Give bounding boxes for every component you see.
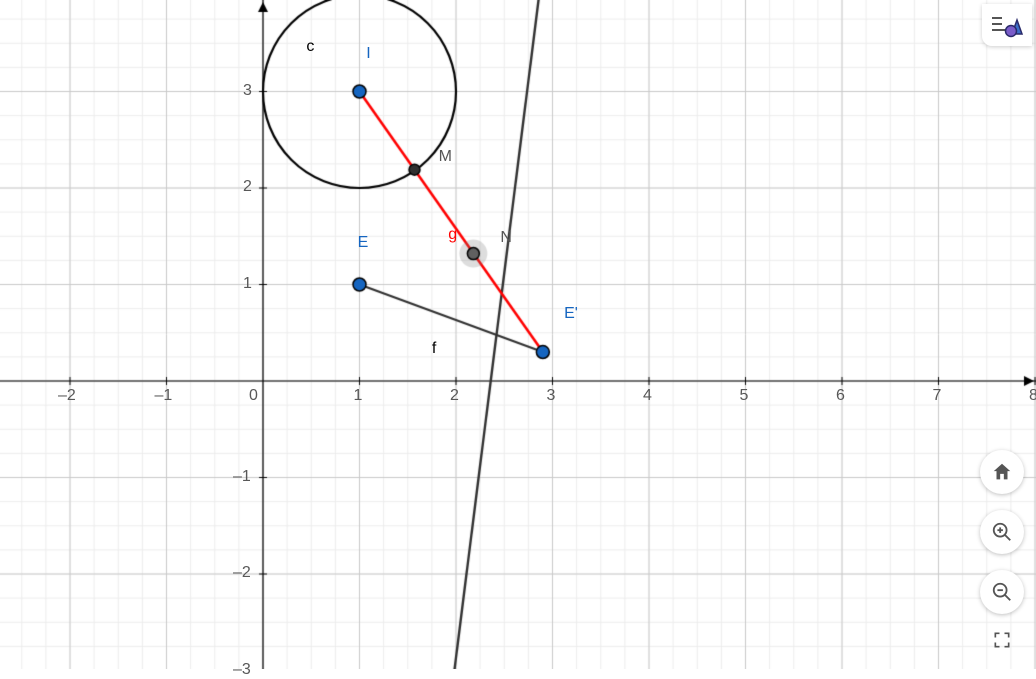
zoom-in-button[interactable] bbox=[980, 510, 1024, 554]
zoom-out-button[interactable] bbox=[980, 570, 1024, 614]
home-button[interactable] bbox=[980, 450, 1024, 494]
style-panel-button[interactable] bbox=[982, 4, 1032, 46]
graph-canvas[interactable] bbox=[0, 0, 1036, 669]
fullscreen-button[interactable] bbox=[980, 630, 1024, 660]
